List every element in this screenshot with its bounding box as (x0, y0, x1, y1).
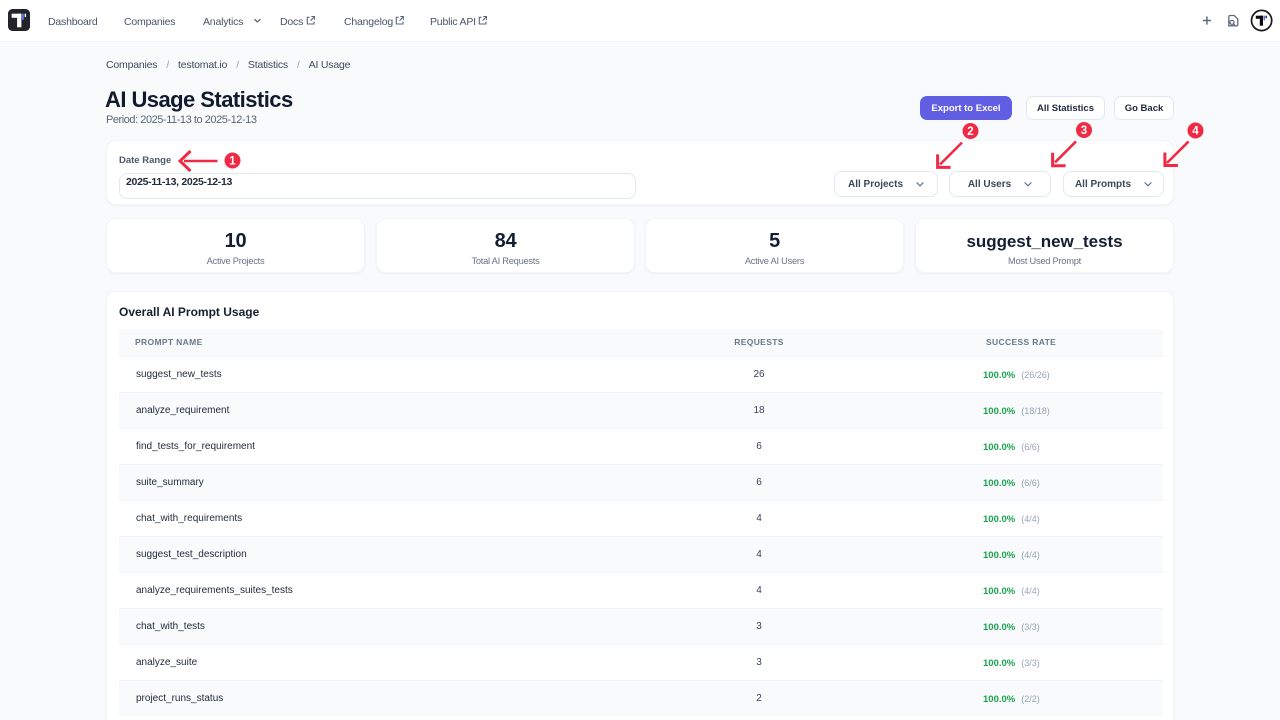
svg-text:2: 2 (967, 126, 973, 138)
svg-text:3: 3 (1081, 125, 1087, 137)
svg-text:4: 4 (1192, 126, 1199, 138)
